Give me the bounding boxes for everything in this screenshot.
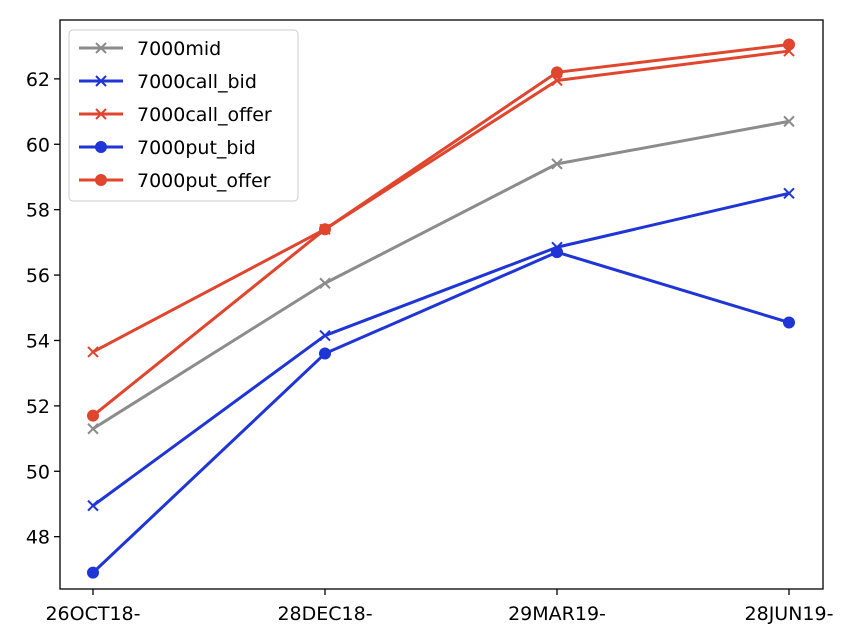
- legend-marker-7000call-offer: [95, 108, 107, 120]
- series-layer: [87, 38, 795, 579]
- legend-box: [68, 29, 299, 202]
- data-point-7000put-bid-3: [783, 316, 795, 329]
- y-tick-label-52: 52: [26, 396, 50, 418]
- data-point-7000call-offer-0: [87, 346, 99, 358]
- legend-marker-7000mid: [95, 42, 107, 54]
- data-point-7000put-bid-0: [87, 566, 99, 579]
- x-tick-label-0: 26OCT18-: [45, 603, 140, 625]
- legend-marker-7000call-bid: [95, 75, 107, 87]
- data-point-7000put-bid-1: [319, 347, 331, 360]
- data-point-7000mid-1: [319, 277, 331, 289]
- series-line-7000mid: [91, 119, 791, 431]
- legend-item-7000call-offer: 7000call_offer: [79, 104, 272, 126]
- data-point-7000put-offer-0: [87, 409, 99, 422]
- series-line-7000put-offer: [91, 43, 791, 418]
- y-tick-label-62: 62: [26, 69, 50, 91]
- y-tick-label-58: 58: [26, 200, 50, 222]
- data-point-7000mid-2: [551, 158, 563, 170]
- plot-frame: [59, 19, 824, 590]
- legend-marker-7000put-offer: [95, 174, 107, 186]
- data-point-7000put-bid-2: [551, 246, 563, 259]
- legend-item-7000mid: 7000mid: [79, 38, 221, 60]
- y-tick-label-50: 50: [26, 461, 50, 483]
- series-7000mid: [87, 115, 795, 435]
- legend: 7000mid 7000call_bid 7000call_offer 7000put…: [68, 29, 299, 202]
- legend-label-7000put-bid: 7000put_bid: [137, 137, 256, 159]
- series-7000put-offer: [87, 38, 795, 422]
- x-tick-label-1: 28DEC18-: [277, 603, 372, 625]
- y-tick-label-56: 56: [26, 265, 50, 287]
- legend-label-7000call-bid: 7000call_bid: [137, 71, 257, 93]
- y-tick-label-54: 54: [26, 330, 50, 352]
- data-point-7000put-offer-1: [319, 223, 331, 236]
- data-point-7000mid-0: [87, 423, 99, 435]
- data-point-7000mid-3: [783, 115, 795, 128]
- x-tick-label-2: 29MAR19-: [508, 603, 606, 625]
- legend-label-7000call-offer: 7000call_offer: [137, 104, 272, 126]
- data-point-7000put-offer-2: [551, 66, 563, 79]
- data-point-7000call-bid-0: [87, 499, 99, 512]
- series-line-7000call-bid: [91, 191, 791, 508]
- legend-item-7000call-bid: 7000call_bid: [79, 71, 257, 93]
- x-tick-label-3: 28JUN19-: [745, 603, 834, 625]
- legend-label-7000mid: 7000mid: [137, 38, 221, 60]
- legend-item-7000put-offer: 7000put_offer: [79, 170, 271, 192]
- series-7000put-bid: [87, 246, 795, 579]
- y-tick-label-48: 48: [26, 527, 50, 549]
- data-point-7000call-bid-3: [783, 187, 795, 200]
- series-line-7000call-offer: [91, 49, 791, 354]
- data-point-7000call-bid-1: [319, 329, 331, 342]
- series-line-7000put-bid: [91, 250, 791, 575]
- data-point-7000put-offer-3: [783, 38, 795, 51]
- legend-item-7000put-bid: 7000put_bid: [79, 137, 256, 159]
- axis-layer: 48 50 52 54 56 58 60 62 26OCT18- 28DEC18- 29MAR19-…: [26, 69, 834, 625]
- y-tick-label-60: 60: [26, 134, 50, 156]
- legend-marker-7000put-bid: [95, 141, 107, 153]
- legend-label-7000put-offer: 7000put_offer: [137, 170, 271, 192]
